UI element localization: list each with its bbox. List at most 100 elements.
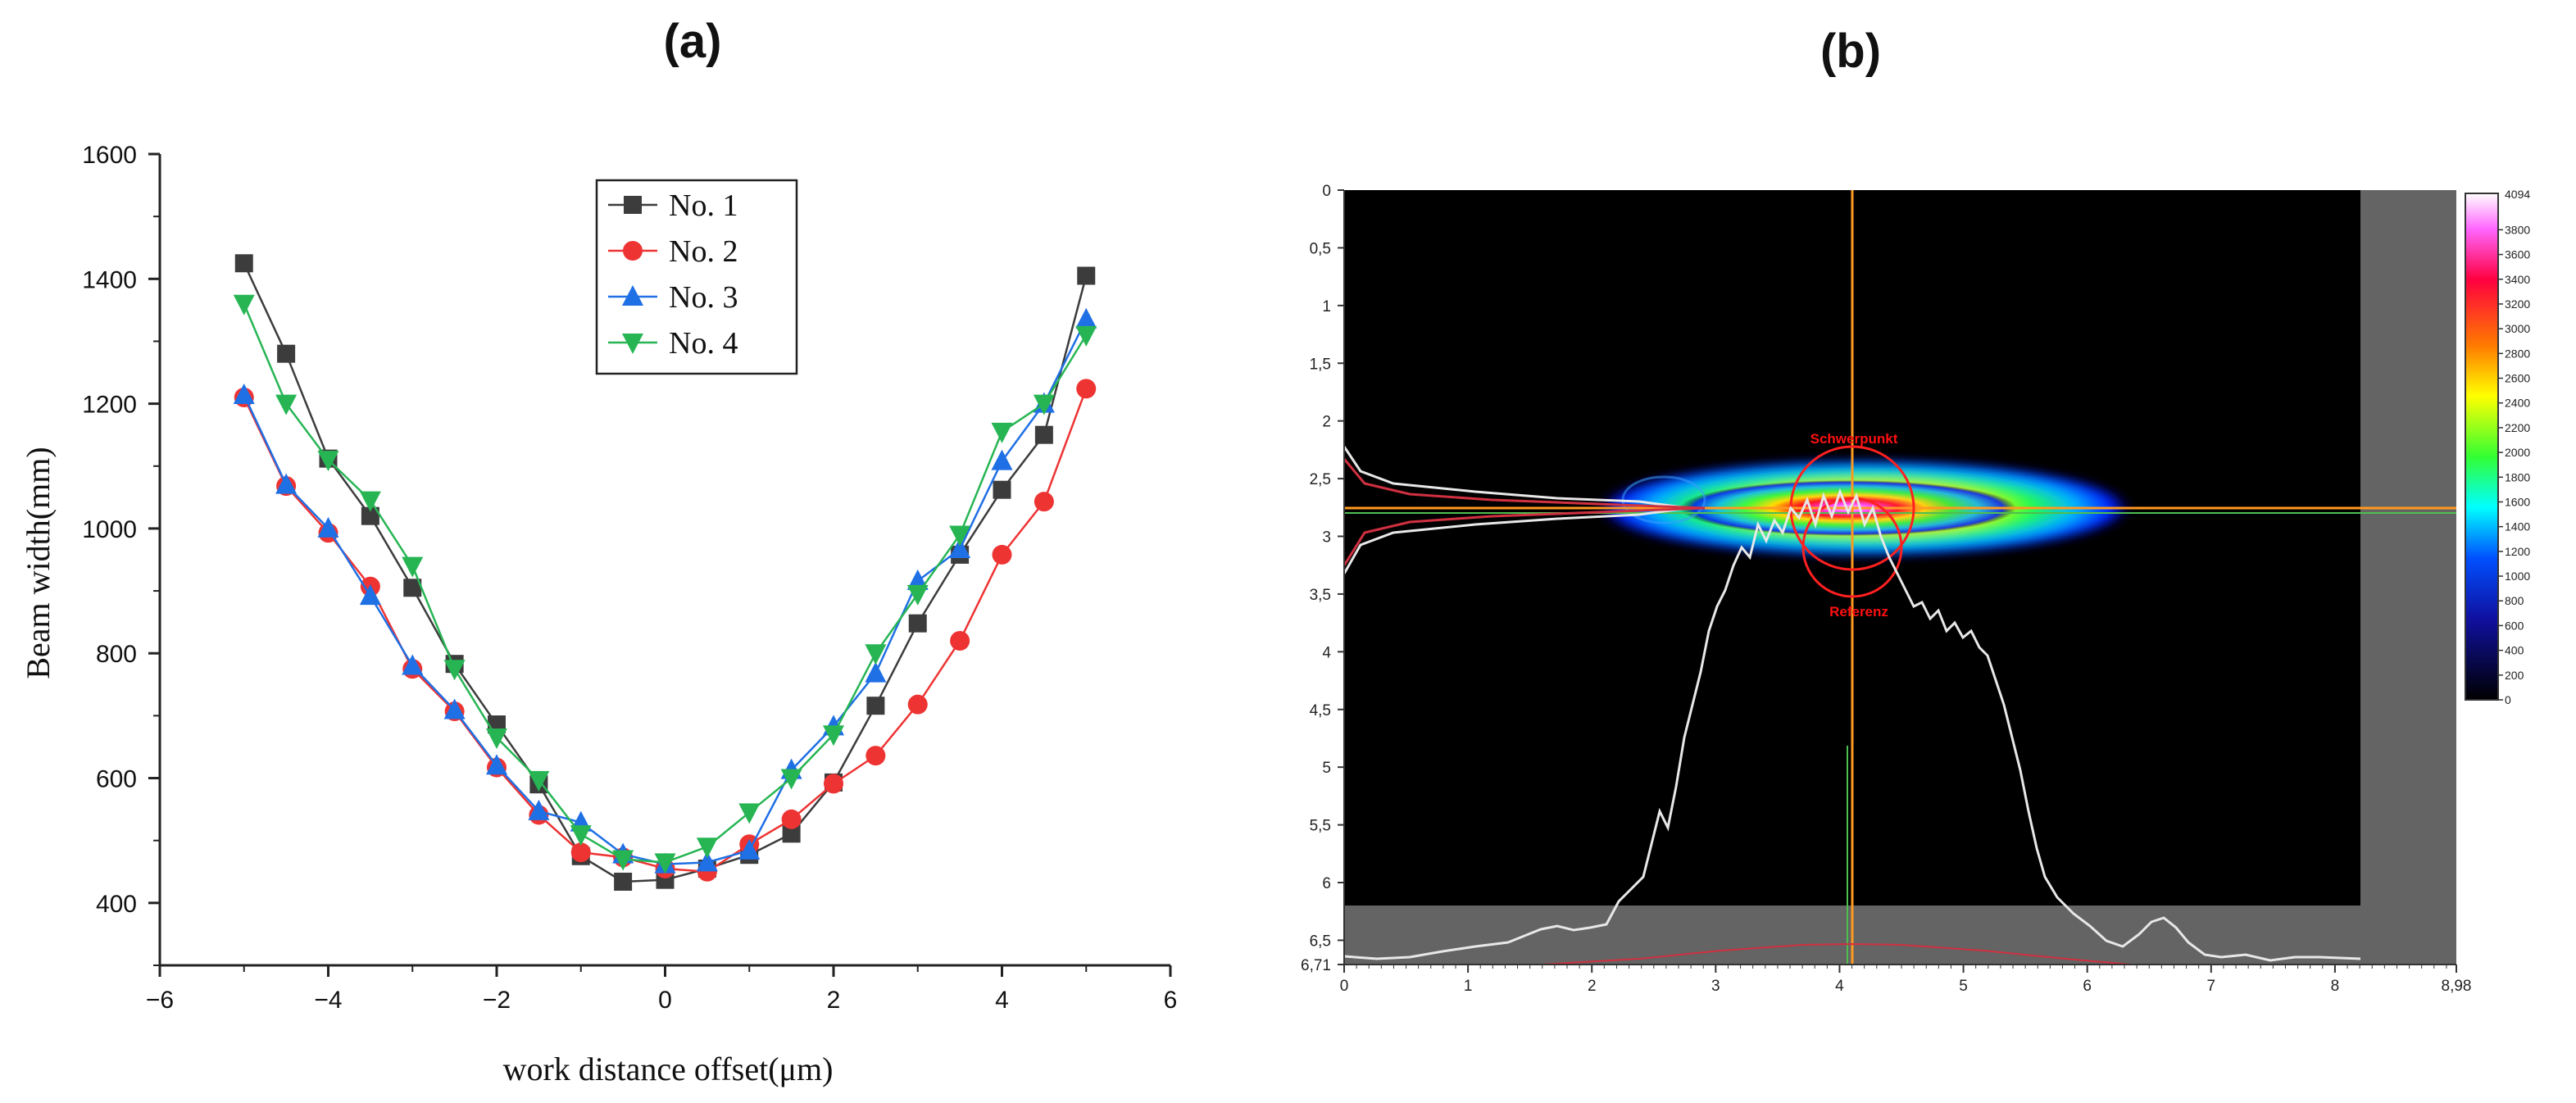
panel-b-y-tick-label: 3,5: [1310, 587, 1331, 604]
panel-b-x-tick-label: 3: [1711, 978, 1720, 995]
panel-b-y-tick-label: 3: [1322, 529, 1331, 547]
panel-a-x-tick-label: −2: [483, 987, 511, 1014]
panel-a-series-line: [243, 388, 1088, 874]
horizontal-intensity-profile: [1343, 488, 2361, 962]
panel-a-data-point: [233, 294, 255, 315]
panel-a-data-point: [359, 584, 381, 606]
colorbar-ticks: 4094 3800 3600 3400 3200 3000 2800 2600 2400 2200…: [2498, 188, 2530, 706]
panel-a-data-point: [949, 538, 971, 559]
panel-a-series-2: [234, 379, 1097, 882]
panel-a-y-tick-label: 1600: [82, 142, 137, 169]
panel-a-legend-marker: [622, 334, 643, 354]
panel-a-data-point: [1034, 425, 1053, 444]
panel-a-data-point: [359, 491, 381, 512]
panel-a-data-point: [1075, 325, 1097, 347]
panel-a-data-point: [361, 506, 379, 525]
panel-a-data-point: [824, 774, 843, 794]
panel-a-data-point: [907, 694, 928, 715]
colorbar-tick-label: 600: [2505, 619, 2524, 632]
colorbar-tick-label: 200: [2505, 669, 2524, 682]
vertical-fit-profile: [1343, 458, 1706, 566]
panel-b-y-tick-label: 4,5: [1310, 702, 1331, 719]
panel-b-y-tick-label: 1: [1322, 298, 1331, 315]
panel-b-ticks: 0 0,5 1 1,5 2 2,5 3 3,5 4 4,5 5 5,5 6 6,5 6,71 0 1 2 3 4 5 6 7…: [1301, 183, 2471, 995]
panel-a-y-axis-title: Beam width(mm): [20, 447, 57, 679]
colorbar: [2465, 193, 2499, 701]
panel-a-data-point: [275, 473, 298, 494]
colorbar-tick-label: 1800: [2505, 470, 2530, 483]
panel-a-y-tick-label: 800: [96, 641, 137, 668]
colorbar-tick-label: 400: [2505, 644, 2524, 657]
panel-a-y-tick-label: 1200: [82, 392, 137, 419]
panel-a-data-point: [486, 754, 507, 775]
panel-b-label: (b): [1820, 25, 1881, 78]
panel-a-data-point: [277, 344, 296, 363]
colorbar-tick-label: 1000: [2505, 570, 2530, 583]
panel-a-legend-marker: [623, 241, 643, 261]
panel-b-x-tick-label: 1: [1464, 978, 1473, 995]
panel-a-legend-label: No. 3: [669, 280, 738, 315]
colorbar-tick-label: 0: [2505, 693, 2511, 706]
panel-a-data-point: [738, 803, 761, 824]
panel-b-y-tick-label: 1,5: [1310, 356, 1331, 373]
colorbar-tick-label: 1400: [2505, 520, 2530, 533]
colorbar-tick-label: 3600: [2505, 248, 2530, 261]
panel-a-legend-entry-1: No. 1: [608, 188, 738, 223]
colorbar-tick-label: 1200: [2505, 545, 2530, 558]
panel-a-data-point: [993, 480, 1011, 499]
panel-a-data-point: [949, 525, 971, 547]
panel-a-x-axis-title: work distance offset(μm): [503, 1051, 834, 1087]
panel-a-y-tick-label: 600: [96, 766, 137, 793]
panel-a-data-point: [1075, 307, 1097, 329]
centroid-annotation: Schwerpunkt: [1810, 431, 1898, 447]
panel-a-legend-marker: [622, 285, 643, 306]
panel-a-y-tick-label: 1000: [82, 516, 137, 543]
panel-a-data-point: [991, 422, 1013, 443]
panel-a-data-point: [234, 254, 253, 273]
panel-a-legend-label: No. 1: [669, 188, 738, 223]
panel-a-data-point: [865, 644, 887, 665]
panel-a-data-point: [696, 837, 718, 859]
panel-a-data-point: [317, 516, 339, 538]
panel-a-data-point: [908, 614, 927, 633]
panel-a-x-tick-label: 4: [995, 987, 1009, 1014]
panel-b-y-tick-label: 5: [1322, 760, 1331, 777]
panel-a-legend-label: No. 2: [669, 234, 738, 269]
panel-a-data-point: [612, 850, 634, 871]
panel-a-legend-entry-4: No. 4: [608, 326, 738, 361]
panel-a-x-tick-label: 0: [658, 987, 672, 1014]
colorbar-tick-label: 3800: [2505, 223, 2530, 236]
reference-annotation: Referenz: [1829, 604, 1888, 620]
panel-a-data-point: [1077, 266, 1096, 285]
colorbar-max-label: 4094: [2505, 188, 2530, 201]
panel-a-series: [233, 254, 1097, 891]
panel-a-data-point: [486, 729, 507, 750]
panel-b-y-tick-label: 4: [1322, 644, 1331, 661]
panel-b-x-tick-label: 6: [2083, 978, 2092, 995]
panel-a-data-point: [1034, 492, 1054, 512]
colorbar-tick-label: 2800: [2505, 347, 2530, 360]
colorbar-tick-label: 800: [2505, 594, 2524, 607]
panel-a-data-point: [614, 872, 633, 891]
panel-b-x-tick-label: 4: [1835, 978, 1844, 995]
colorbar-tick-label: 3200: [2505, 297, 2530, 311]
panel-b-beam-profile: (b) Schwerpunkt Referenz 0 0,5 1 1,5 2 2,5 3 3,…: [1301, 25, 2530, 995]
panel-a-data-point: [275, 394, 298, 415]
panel-a-data-point: [1076, 379, 1097, 399]
panel-a-line-chart: (a) −6 −4 −2 0 2 4 64006008001000120014001600 …: [20, 15, 1177, 1087]
panel-a-data-point: [950, 631, 970, 651]
panel-a-y-tick-label: 1400: [82, 266, 137, 293]
panel-a-data-point: [991, 449, 1013, 470]
panel-a-data-point: [865, 661, 887, 683]
panel-a-x-tick-label: 6: [1164, 987, 1178, 1014]
panel-a-x-tick-label: −4: [314, 987, 342, 1014]
panel-a-data-point: [738, 838, 761, 860]
colorbar-tick-label: 2600: [2505, 372, 2530, 385]
panel-a-ticks: −6 −4 −2 0 2 4 6 400 600 800 1000 1200 1400 1600: [82, 142, 1177, 1014]
panel-a-data-point: [992, 544, 1012, 565]
panel-a-data-point: [570, 825, 592, 847]
panel-a-data-point: [403, 579, 422, 597]
panel-a-y-tick-label: 400: [96, 891, 137, 918]
panel-a-data-point: [782, 824, 801, 843]
